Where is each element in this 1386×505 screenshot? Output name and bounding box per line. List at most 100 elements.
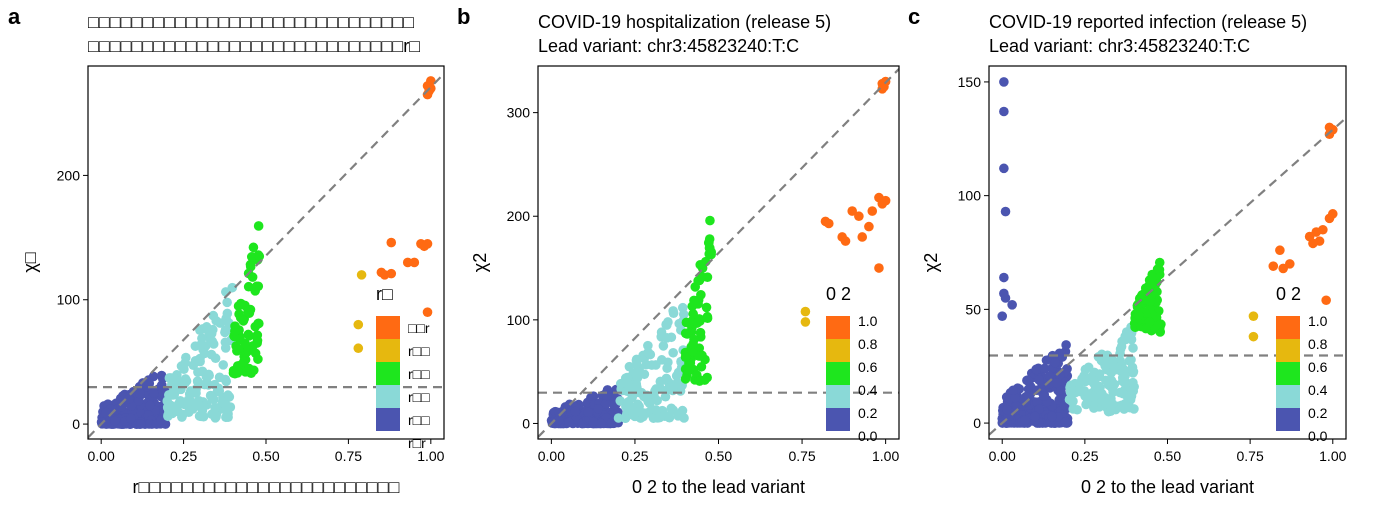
data-point [661, 320, 672, 330]
data-point [651, 360, 661, 370]
data-point [1008, 385, 1018, 396]
data-point [1061, 340, 1071, 350]
data-point [840, 236, 851, 246]
legend-swatch [826, 408, 850, 431]
data-point [220, 327, 230, 338]
data-point [999, 106, 1009, 117]
legend-title: r□ [376, 284, 393, 304]
data-point [1000, 293, 1011, 303]
data-point [656, 327, 667, 338]
panel-c: c COVID-19 reported infection (release 5… [906, 0, 1386, 505]
data-point [145, 400, 155, 411]
data-point [1129, 404, 1139, 414]
data-point [210, 413, 221, 423]
legend-label: r□□ [408, 389, 430, 405]
y-tick-label: 200 [57, 167, 81, 183]
data-point [214, 372, 225, 383]
data-point [661, 373, 672, 384]
data-point [1101, 398, 1112, 409]
data-point [134, 395, 144, 406]
data-point [583, 407, 594, 418]
x-tick-label: 0.00 [538, 448, 565, 464]
data-point [386, 237, 397, 248]
panel-title-line2: □□□□□□□□□□□□□□□□□□□□□□□□□□□□□r□ [88, 36, 421, 56]
data-point [426, 76, 436, 86]
x-tick-label: 1.00 [872, 448, 899, 464]
data-point [247, 272, 258, 282]
x-axis-title: 0 2 to the lead variant [632, 477, 805, 497]
legend-swatch [826, 316, 850, 339]
data-point [564, 417, 574, 428]
data-point [240, 338, 250, 349]
data-point [1022, 375, 1033, 385]
scatter-chart-c: 0.00 0.25 0.50 0.75 1.00 0 50 100 150 0 2 to the … [921, 65, 1347, 497]
data-point [1127, 364, 1137, 375]
data-point [253, 281, 264, 292]
data-point [553, 415, 564, 425]
data-point [877, 83, 888, 94]
data-point [180, 357, 191, 368]
legend-label: r□□ [408, 412, 430, 428]
data-point [1093, 352, 1104, 362]
data-point [244, 308, 255, 318]
data-point [854, 211, 864, 222]
plot-area [538, 68, 899, 438]
data-point [1065, 387, 1076, 397]
data-point [643, 340, 653, 351]
data-point [1000, 206, 1011, 217]
data-point [193, 367, 203, 377]
data-point [652, 395, 662, 406]
data-point [1068, 404, 1078, 414]
data-point [877, 199, 888, 209]
data-point [1031, 364, 1042, 375]
data-point [702, 372, 712, 383]
data-point [165, 400, 176, 410]
data-point [588, 392, 598, 402]
data-point [634, 367, 645, 378]
data-point [253, 221, 264, 231]
legend-swatch [826, 339, 850, 362]
data-point [230, 326, 240, 337]
data-point [1115, 348, 1125, 359]
data-point [680, 328, 691, 339]
data-point [1034, 404, 1045, 414]
data-point [1126, 354, 1136, 365]
data-point [692, 318, 703, 328]
data-point [671, 371, 682, 381]
data-point [356, 270, 367, 280]
data-point [185, 386, 196, 396]
data-point [1051, 378, 1062, 388]
data-point [1030, 411, 1040, 422]
data-point [1060, 417, 1071, 427]
legend-swatch [376, 316, 400, 339]
data-point [1054, 348, 1065, 359]
scatter-chart-b: 0.00 0.25 0.50 0.75 1.00 0 100 200 300 0 2 to the… [470, 65, 900, 497]
data-point [254, 318, 264, 329]
data-point [193, 399, 204, 410]
data-point [201, 322, 212, 332]
x-tick-label: 0.50 [252, 448, 279, 464]
data-point [997, 311, 1008, 321]
panel-title-line1: COVID-19 hospitalization (release 5) [538, 12, 832, 32]
panel-label: a [8, 4, 21, 29]
data-point [680, 352, 691, 362]
y-tick-label: 100 [57, 292, 81, 308]
data-point [192, 376, 203, 386]
x-tick-label: 0.25 [1071, 448, 1098, 464]
data-point [1248, 311, 1259, 321]
data-point [353, 319, 364, 330]
data-point [1128, 377, 1138, 388]
data-point [695, 327, 706, 338]
data-point [702, 311, 713, 322]
data-point [1095, 382, 1105, 393]
data-point [1278, 263, 1288, 274]
y-tick-label: 0 [72, 416, 80, 432]
legend-label: □□r [408, 320, 430, 336]
data-point [218, 360, 229, 370]
data-point [1047, 411, 1057, 422]
y-axis-title: χ2 [921, 253, 941, 272]
y-axis-title: χ2 [470, 253, 490, 272]
x-tick-label: 0.75 [335, 448, 362, 464]
legend-label: 0.8 [858, 336, 878, 352]
data-point [800, 317, 811, 327]
